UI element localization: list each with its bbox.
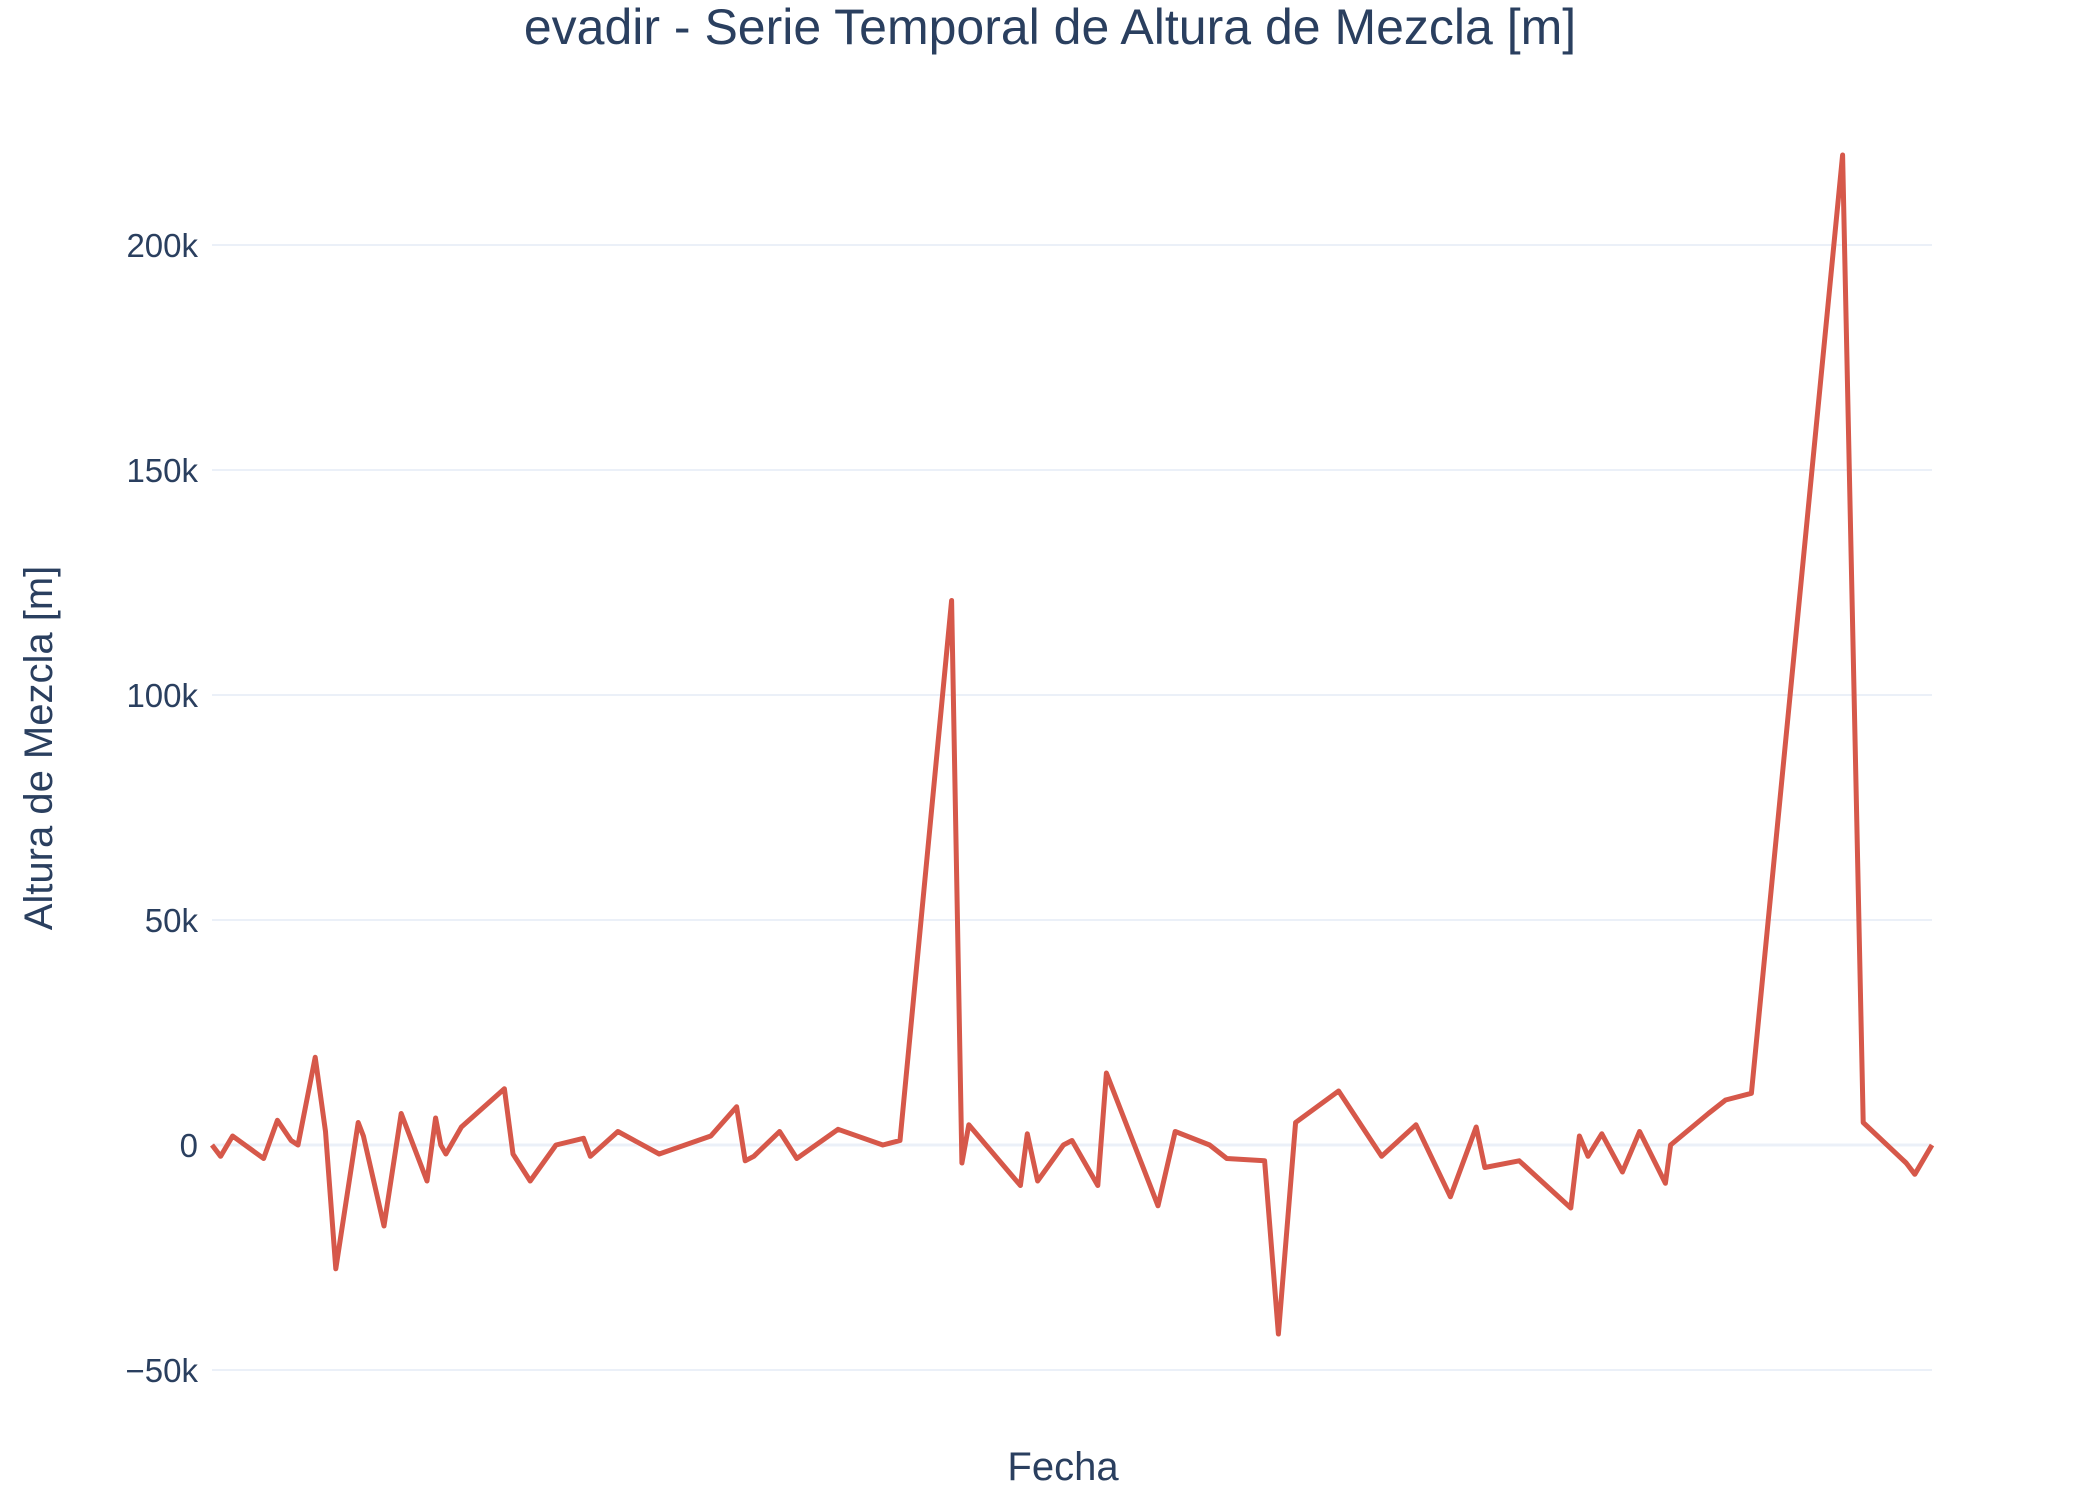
y-tick-label: 100k — [126, 677, 198, 714]
y-tick-label: −50k — [126, 1352, 199, 1389]
x-axis-title: Fecha — [1007, 1445, 1119, 1489]
series-layer — [210, 152, 1935, 1337]
y-tick-label: 150k — [126, 452, 198, 489]
y-axis-title: Altura de Mezcla [m] — [17, 566, 61, 931]
y-tick-label: 50k — [145, 902, 199, 939]
y-tick-label: 0 — [180, 1127, 198, 1164]
chart-title: evadir - Serie Temporal de Altura de Mez… — [524, 0, 1576, 55]
y-tick-label: 200k — [126, 227, 198, 264]
gridlines — [212, 244, 1932, 1371]
y-axis-ticks: −50k 0 50k 100k 150k 200k — [126, 227, 199, 1389]
series-line — [210, 152, 1935, 1337]
